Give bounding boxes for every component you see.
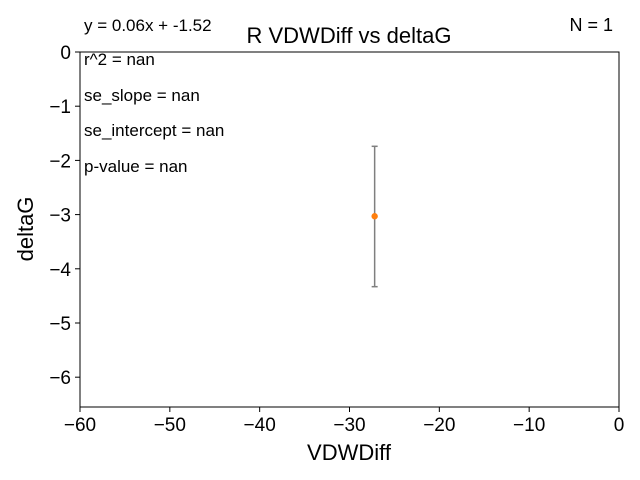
plot-area: −60 −50 −40 −30 −20 −10 0 0 −1 −2 −3 −4 −5 −6 [49, 43, 624, 436]
r-squared-label: r^2 = nan [84, 50, 155, 69]
se-slope-label: se_slope = nan [84, 86, 200, 105]
y-tick-label: −2 [49, 151, 71, 172]
x-axis-ticks: −60 −50 −40 −30 −20 −10 0 [64, 407, 624, 436]
y-tick-label: −4 [49, 260, 71, 281]
x-tick-label: −40 [244, 415, 276, 436]
chart-title: R VDWDiff vs deltaG [247, 23, 452, 48]
sample-count: N = 1 [569, 15, 613, 35]
y-tick-label: −1 [49, 97, 71, 118]
plot-frame [79, 51, 620, 408]
y-tick-label: 0 [60, 43, 71, 64]
y-axis-label: deltaG [13, 197, 38, 262]
regression-equation: y = 0.06x + -1.52 [84, 16, 212, 35]
data-marks [371, 145, 378, 288]
y-tick-label: −5 [49, 314, 71, 335]
p-value-label: p-value = nan [84, 157, 188, 176]
data-point [371, 213, 378, 220]
x-tick-label: −50 [154, 415, 186, 436]
se-intercept-label: se_intercept = nan [84, 121, 224, 140]
x-tick-label: −30 [333, 415, 365, 436]
x-axis-label: VDWDiff [307, 440, 392, 465]
x-tick-label: −10 [513, 415, 545, 436]
x-tick-label: 0 [614, 415, 625, 436]
y-tick-label: −6 [49, 368, 71, 389]
x-tick-label: −20 [423, 415, 455, 436]
x-tick-label: −60 [64, 415, 96, 436]
y-tick-label: −3 [49, 206, 71, 227]
y-axis-ticks: 0 −1 −2 −3 −4 −5 −6 [49, 43, 80, 389]
